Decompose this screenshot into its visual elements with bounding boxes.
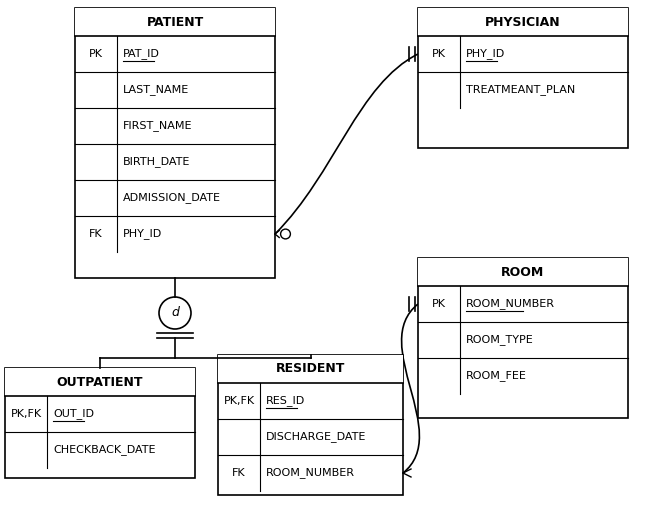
Text: PK,FK: PK,FK	[223, 396, 255, 406]
Bar	[218, 355, 403, 495]
Bar	[75, 8, 275, 278]
Text: PHY_ID: PHY_ID	[466, 49, 505, 59]
Text: DISCHARGE_DATE: DISCHARGE_DATE	[266, 432, 367, 443]
Text: FK: FK	[232, 468, 246, 478]
Text: PATIENT: PATIENT	[146, 15, 204, 29]
Text: FK: FK	[89, 229, 103, 239]
Text: ROOM: ROOM	[501, 266, 545, 278]
Bar	[75, 8, 275, 36]
Text: ADMISSION_DATE: ADMISSION_DATE	[123, 193, 221, 203]
Bar	[418, 258, 628, 418]
Text: CHECKBACK_DATE: CHECKBACK_DATE	[53, 445, 156, 455]
Text: OUT_ID: OUT_ID	[53, 409, 94, 420]
Bar	[418, 8, 628, 36]
Text: PAT_ID: PAT_ID	[123, 49, 160, 59]
Text: PK,FK: PK,FK	[10, 409, 42, 419]
Text: TREATMEANT_PLAN: TREATMEANT_PLAN	[466, 84, 575, 96]
Bar	[418, 258, 628, 286]
Bar	[418, 8, 628, 148]
Text: PK: PK	[432, 49, 446, 59]
Text: ROOM_NUMBER: ROOM_NUMBER	[266, 468, 355, 478]
Text: LAST_NAME: LAST_NAME	[123, 84, 189, 96]
Bar	[218, 355, 403, 383]
Text: FIRST_NAME: FIRST_NAME	[123, 121, 193, 131]
Text: PHY_ID: PHY_ID	[123, 228, 162, 240]
Text: ROOM_FEE: ROOM_FEE	[466, 370, 527, 381]
Text: ROOM_NUMBER: ROOM_NUMBER	[466, 298, 555, 310]
Text: RES_ID: RES_ID	[266, 396, 305, 406]
Bar	[5, 368, 195, 478]
Text: PK: PK	[89, 49, 103, 59]
Text: PK: PK	[432, 299, 446, 309]
Text: RESIDENT: RESIDENT	[276, 362, 345, 376]
Bar	[5, 368, 195, 396]
Text: d: d	[171, 307, 179, 319]
Text: OUTPATIENT: OUTPATIENT	[57, 376, 143, 388]
Text: ROOM_TYPE: ROOM_TYPE	[466, 335, 534, 345]
Text: PHYSICIAN: PHYSICIAN	[485, 15, 561, 29]
Text: BIRTH_DATE: BIRTH_DATE	[123, 156, 190, 168]
